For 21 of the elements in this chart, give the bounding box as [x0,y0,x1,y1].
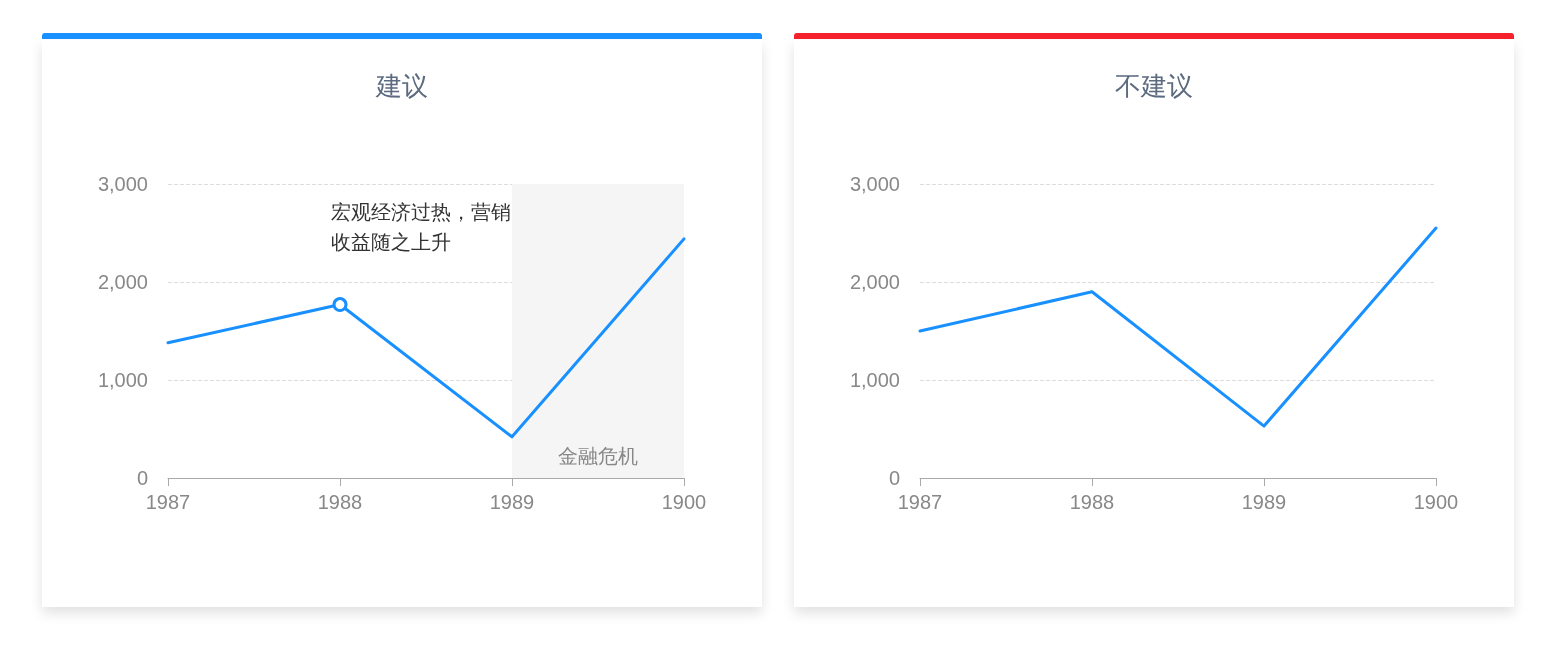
y-tick-label: 0 [888,467,900,489]
line-series [918,226,1438,428]
x-tick-label: 1989 [489,491,535,513]
x-tick-label: 1989 [1241,491,1287,513]
y-tick-label: 1,000 [97,369,148,391]
x-tick-label: 1900 [1413,491,1459,513]
y-tick-label: 3,000 [849,173,900,195]
annotation: 宏观经济过热，营销收益随之上升 [330,201,511,254]
x-tick-label: 1988 [1069,491,1115,513]
x-tick-label: 1987 [145,491,191,513]
y-tick-label: 2,000 [849,271,900,293]
y-tick-label: 2,000 [97,271,148,293]
chart-title: 建议 [375,71,428,101]
band-label: 金融危机 [558,445,638,467]
chart-title: 不建议 [1115,71,1193,101]
y-tick-label: 3,000 [97,173,148,195]
x-tick-label: 1988 [317,491,363,513]
x-tick-label: 1900 [661,491,707,513]
y-tick-label: 0 [136,467,148,489]
y-tick-label: 1,000 [849,369,900,391]
x-tick-label: 1987 [897,491,943,513]
